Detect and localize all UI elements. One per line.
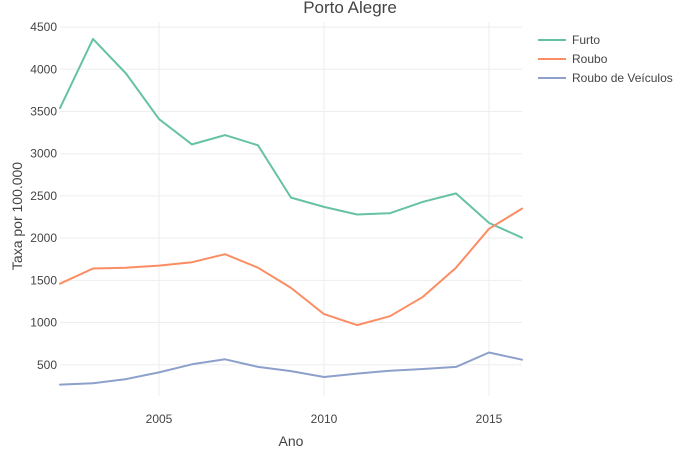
legend-label: Roubo: [572, 52, 608, 66]
x-tick-label: 2005: [146, 412, 173, 426]
legend-item[interactable]: Furto: [538, 33, 600, 47]
y-tick-label: 4500: [30, 20, 57, 34]
chart-title: Porto Alegre: [303, 0, 397, 17]
y-tick-label: 1500: [30, 273, 57, 287]
y-tick-label: 2000: [30, 231, 57, 245]
series-line-roubo: [59, 207, 523, 327]
x-axis-label: Ano: [279, 433, 304, 449]
x-axis-ticks: 2005 2010 2015: [146, 412, 503, 426]
series-lines: [59, 37, 523, 386]
y-tick-label: 3000: [30, 147, 57, 161]
series-line-furto: [59, 37, 523, 239]
legend-label: Roubo de Veículos: [572, 71, 673, 85]
y-tick-label: 2500: [30, 189, 57, 203]
legend-item[interactable]: Roubo de Veículos: [538, 71, 673, 85]
y-tick-label: 3500: [30, 104, 57, 118]
legend[interactable]: Furto Roubo Roubo de Veículos: [538, 33, 673, 85]
legend-item[interactable]: Roubo: [538, 52, 608, 66]
x-tick-label: 2010: [311, 412, 338, 426]
y-tick-label: 4000: [30, 62, 57, 76]
x-tick-label: 2015: [476, 412, 503, 426]
y-tick-label: 500: [37, 358, 57, 372]
y-axis-label: Taxa por 100.000: [9, 162, 25, 270]
y-tick-label: 1000: [30, 316, 57, 330]
legend-label: Furto: [572, 33, 600, 47]
series-line-roubo-de-ve-culos: [59, 351, 523, 386]
y-axis-ticks: 500 1000 1500 2000 2500 3000 3500 4000 4500: [30, 20, 57, 372]
